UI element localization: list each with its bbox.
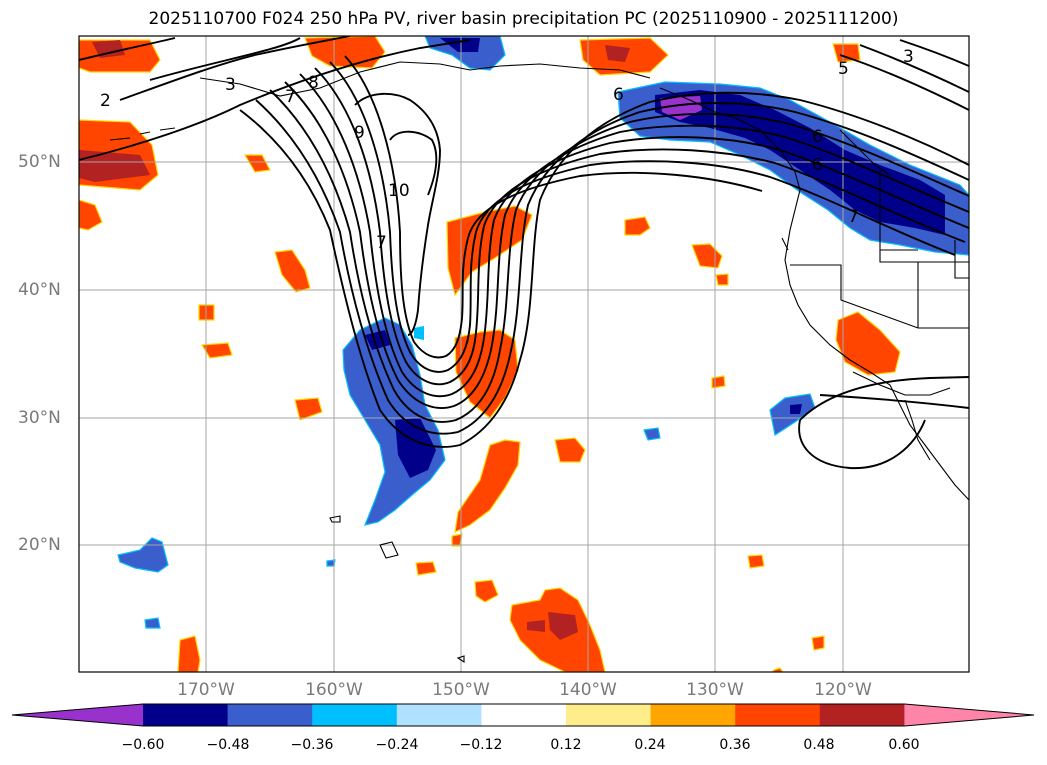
- lat-label: 50°N: [18, 152, 61, 172]
- colorbar-tick: 0.24: [634, 737, 666, 753]
- colorbar-segment: [566, 704, 652, 726]
- colorbar-segment: [819, 704, 905, 726]
- lon-label: 130°W: [686, 680, 744, 700]
- contour-label: 6: [613, 85, 624, 105]
- lon-label: 140°W: [559, 680, 617, 700]
- colorbar-tick: −0.48: [206, 737, 250, 753]
- map-title: 2025110700 F024 250 hPa PV, river basin …: [148, 9, 899, 29]
- colorbar-segment: [481, 704, 567, 726]
- colorbar-tick: 0.36: [719, 737, 751, 753]
- lat-label: 30°N: [18, 408, 61, 428]
- coastlines: [109, 61, 969, 664]
- contour-labels: 2 3 6 7 8 9 10 7 3 5 6 6 7: [100, 47, 914, 253]
- colorbar-tick: 0.12: [550, 737, 582, 753]
- lat-label: 20°N: [18, 535, 61, 555]
- contour-label: 9: [354, 123, 365, 143]
- colorbar-outline: [11, 703, 1035, 727]
- map-frame: [78, 35, 970, 673]
- lat-label: 40°N: [18, 280, 61, 300]
- colorbar-segments: [11, 703, 1035, 727]
- colorbar-segment: [143, 704, 229, 726]
- colorbar-segment: [227, 704, 313, 726]
- colorbar-tick: 0.48: [803, 737, 835, 753]
- lon-label: 160°W: [305, 680, 363, 700]
- colorbar-extend-max: [904, 704, 1034, 726]
- lon-label: 120°W: [814, 680, 872, 700]
- contour-label: 3: [225, 75, 236, 95]
- contour-label: 6: [812, 155, 823, 175]
- colorbar-extend-min: [12, 704, 143, 726]
- colorbar-segment: [650, 704, 736, 726]
- map-panel: 2 3 6 7 8 9 10 7 3 5 6 6 7: [78, 35, 970, 673]
- colorbar-segment: [312, 704, 398, 726]
- lon-label: 170°W: [177, 680, 235, 700]
- contour-label: 7: [285, 87, 296, 107]
- contour-label: 8: [308, 73, 319, 93]
- colorbar-segment: [735, 704, 821, 726]
- positive-precip-areas: [79, 36, 901, 672]
- gridlines: [79, 36, 969, 672]
- contour-label: 3: [903, 47, 914, 67]
- pv-contours: [79, 36, 969, 469]
- colorbar-tick: −0.60: [121, 737, 165, 753]
- colorbar-segment: [396, 704, 482, 726]
- contour-label: 5: [838, 59, 849, 79]
- contour-label: 2: [100, 91, 111, 111]
- contour-label: 10: [388, 181, 410, 201]
- contour-label: 7: [848, 207, 859, 227]
- colorbar-tick: −0.12: [459, 737, 503, 753]
- colorbar-tick: −0.24: [375, 737, 419, 753]
- colorbar-tick: 0.60: [888, 737, 920, 753]
- colorbar-tick: −0.36: [290, 737, 334, 753]
- contour-label: 7: [376, 233, 387, 253]
- contour-label: 6: [812, 127, 823, 147]
- lon-label: 150°W: [432, 680, 490, 700]
